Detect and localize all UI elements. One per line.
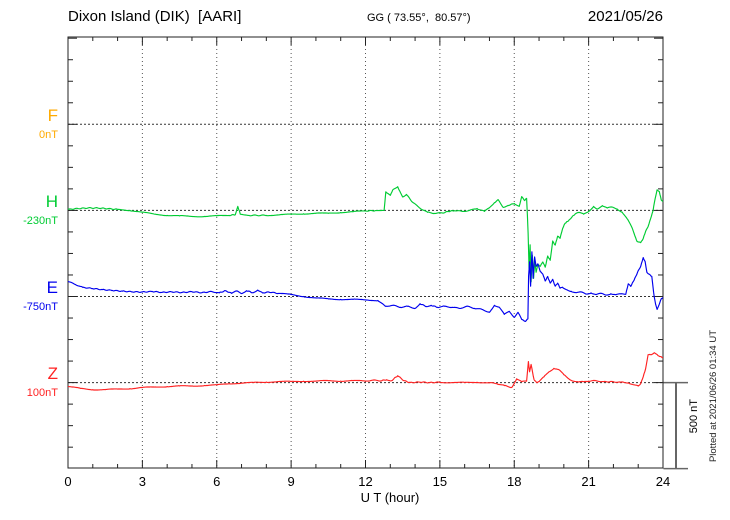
station-coordinates: GG ( 73.55°, 80.57°) [367, 12, 471, 24]
plot-date: 2021/05/26 [587, 8, 663, 25]
component-letter: F [47, 106, 58, 125]
component-baseline-value: -750nT [23, 301, 58, 313]
component-label-E: E -750nT [0, 278, 58, 314]
scale-bar-label: 500 nT [688, 399, 700, 434]
x-tick-label: 12 [358, 474, 373, 489]
component-letter: Z [47, 364, 58, 383]
x-tick-label: 0 [64, 474, 72, 489]
component-letter: H [45, 192, 58, 211]
component-label-H: H -230nT [0, 192, 58, 228]
x-tick-label: 6 [213, 474, 221, 489]
x-tick-label: 24 [655, 474, 671, 489]
page-title: Dixon Island (DIK) [AARI] [68, 8, 242, 25]
trace-H [67, 186, 664, 283]
trace-E [67, 251, 664, 322]
component-label-Z: Z 100nT [0, 364, 58, 400]
component-baseline-value: 100nT [26, 387, 58, 399]
trace-Z [68, 352, 663, 391]
x-tick-label: 3 [138, 474, 146, 489]
x-axis-label: U T (hour) [360, 490, 420, 505]
component-letter: E [46, 278, 58, 297]
component-baseline-value: 0nT [39, 129, 58, 141]
plotted-at-note: Plotted at 2021/06/26 01:34 UT [708, 330, 719, 463]
component-baseline-value: -230nT [23, 215, 58, 227]
x-tick-label: 21 [581, 474, 596, 489]
x-tick-label: 9 [287, 474, 295, 489]
component-label-F: F 0nT [0, 106, 58, 142]
x-tick-label: 15 [432, 474, 448, 489]
x-tick-label: 18 [507, 474, 522, 489]
